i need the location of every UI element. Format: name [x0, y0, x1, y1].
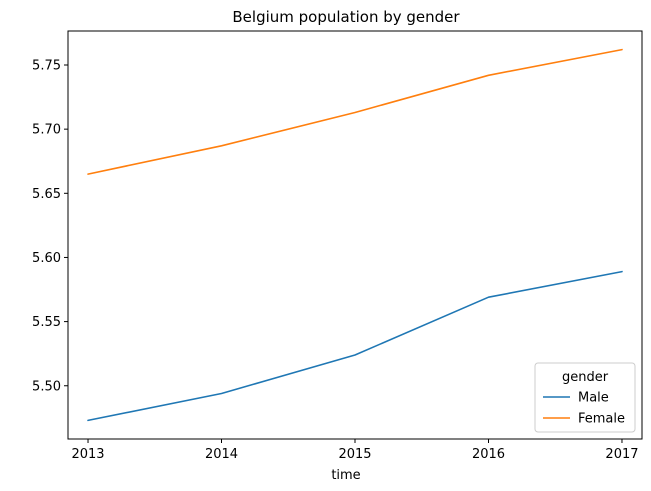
y-tick-label: 5.70 [32, 123, 61, 138]
y-tick-label: 5.65 [32, 187, 61, 202]
y-tick-label: 5.60 [32, 251, 61, 266]
legend-label-male: Male [578, 391, 609, 406]
x-tick-label: 2016 [472, 447, 505, 462]
series-lines [87, 48, 623, 422]
y-tick-label: 5.50 [32, 379, 61, 394]
x-axis-ticks: 2013 2014 2015 2016 2017 [71, 439, 639, 462]
legend-box [534, 362, 636, 433]
legend: gender Male Female [534, 362, 636, 433]
x-tick-label: 2014 [205, 447, 238, 462]
x-tick-label: 2017 [605, 447, 638, 462]
legend-entries: Male Female [543, 391, 625, 427]
x-axis-title: time [331, 468, 360, 483]
y-tick-label: 5.75 [32, 59, 61, 74]
x-tick-label: 2013 [71, 447, 104, 462]
series-line-female [87, 48, 623, 175]
y-axis-ticks: 5.50 5.55 5.60 5.65 5.70 5.75 [32, 59, 68, 394]
legend-title: gender [562, 370, 609, 385]
x-tick-label: 2015 [338, 447, 371, 462]
series-line-male [87, 270, 623, 422]
chart-title: Belgium population by gender [232, 8, 460, 26]
y-tick-label: 5.55 [32, 315, 61, 330]
legend-label-female: Female [578, 412, 625, 427]
